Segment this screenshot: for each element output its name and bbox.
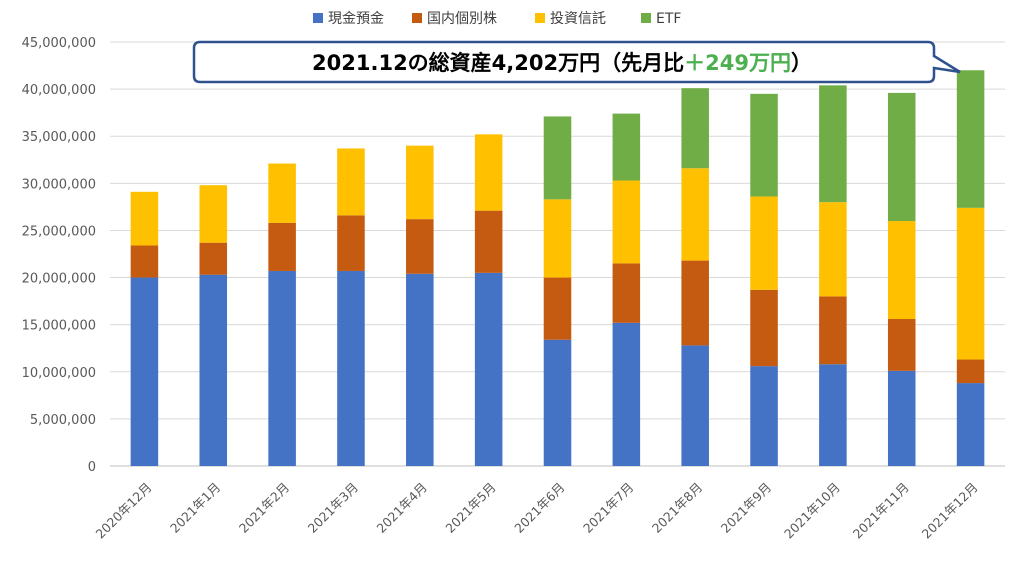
bar-segment <box>819 85 847 203</box>
legend-swatch <box>641 13 651 23</box>
bar-segment <box>887 221 916 320</box>
bars <box>130 70 985 466</box>
x-tick-label: 2021年9月 <box>718 480 774 536</box>
x-tick-label: 2021年5月 <box>442 480 498 536</box>
bar-segment <box>612 322 641 466</box>
bar-segment <box>474 272 503 466</box>
bar-segment <box>750 366 778 466</box>
y-tick-label: 45,000,000 <box>22 36 96 51</box>
bar-segment <box>819 296 847 365</box>
bar-segment <box>956 70 985 208</box>
bar-segment <box>199 185 228 243</box>
bar-segment <box>130 245 159 278</box>
bar-segment <box>887 92 916 222</box>
y-tick-label: 25,000,000 <box>22 224 96 239</box>
callout-text: 2021.12の総資産4,202万円（先月比＋249万円） <box>312 51 812 75</box>
x-tick-label: 2021年8月 <box>649 480 705 536</box>
x-tick-label: 2021年3月 <box>305 480 361 536</box>
bar-segment <box>887 319 916 371</box>
bar-segment <box>681 168 709 261</box>
x-tick-label: 2021年6月 <box>511 480 567 536</box>
legend: 現金預金 国内個別株 投資信託 ETF <box>313 11 681 27</box>
y-tick-label: 20,000,000 <box>22 272 96 287</box>
callout-box <box>192 40 961 84</box>
bar-segment <box>612 113 641 181</box>
bar-segment <box>130 191 159 246</box>
legend-label: 現金預金 <box>328 11 384 27</box>
x-tick-label: 2021年4月 <box>374 480 430 536</box>
y-tick-label: 10,000,000 <box>22 366 96 381</box>
bar-segment <box>406 145 434 220</box>
bar-segment <box>337 148 365 216</box>
x-tick-label: 2021年12月 <box>919 480 981 542</box>
bar-segment <box>681 88 709 169</box>
bar-segment <box>130 277 159 466</box>
total-assets-callout: 2021.12の総資産4,202万円（先月比＋249万円） <box>192 40 961 84</box>
bar-segment <box>543 339 572 466</box>
bar-segment <box>956 359 985 384</box>
bar-segment <box>406 219 434 274</box>
bar-segment <box>612 263 641 323</box>
bar-segment <box>819 202 847 297</box>
x-tick-label: 2021年1月 <box>167 480 223 536</box>
bar-segment <box>406 273 434 466</box>
bar-segment <box>543 199 572 278</box>
y-tick-label: 35,000,000 <box>22 130 96 145</box>
legend-label: 投資信託 <box>550 11 606 27</box>
x-tick-label: 2021年2月 <box>236 480 292 536</box>
bar-segment <box>887 370 916 466</box>
callout-prefix: 2021.12の総資産4,202万円（先月比 <box>312 51 684 75</box>
x-tick-label: 2020年12月 <box>93 480 155 542</box>
x-tick-label: 2021年10月 <box>781 480 843 542</box>
bar-segment <box>543 116 572 200</box>
legend-swatch <box>412 13 422 23</box>
bar-segment <box>956 383 985 466</box>
bar-segment <box>681 260 709 346</box>
bar-segment <box>268 163 296 223</box>
y-tick-label: 40,000,000 <box>22 83 96 98</box>
x-tick-label: 2021年11月 <box>850 480 912 542</box>
bar-segment <box>819 364 847 466</box>
bar-segment <box>750 93 778 197</box>
bar-segment <box>268 270 296 466</box>
bar-segment <box>474 210 503 273</box>
bar-segment <box>543 277 572 340</box>
legend-swatch <box>313 13 323 23</box>
bar-segment <box>612 180 641 264</box>
bar-segment <box>956 207 985 360</box>
y-tick-label: 0 <box>88 460 96 475</box>
bar-segment <box>199 242 228 275</box>
bar-segment <box>337 215 365 271</box>
callout-suffix: ） <box>791 51 812 75</box>
y-tick-label: 15,000,000 <box>22 319 96 334</box>
callout-accent: ＋249万円 <box>684 51 791 75</box>
legend-swatch <box>535 13 545 23</box>
bar-segment <box>337 270 365 466</box>
bar-segment <box>199 274 228 466</box>
bar-segment <box>268 222 296 271</box>
legend-label: ETF <box>656 11 681 27</box>
bar-segment <box>681 345 709 466</box>
bar-segment <box>750 289 778 367</box>
y-tick-label: 5,000,000 <box>30 413 96 428</box>
legend-label: 国内個別株 <box>427 11 497 27</box>
y-tick-label: 30,000,000 <box>22 177 96 192</box>
x-tick-label: 2021年7月 <box>580 480 636 536</box>
x-axis-ticks: 2020年12月 2021年1月 2021年2月 2021年3月 2021年4月 2021… <box>93 480 981 542</box>
bar-segment <box>474 134 503 211</box>
y-axis-ticks: 0 5,000,000 10,000,000 15,000,000 20,000,000… <box>22 36 96 475</box>
bar-segment <box>750 196 778 290</box>
